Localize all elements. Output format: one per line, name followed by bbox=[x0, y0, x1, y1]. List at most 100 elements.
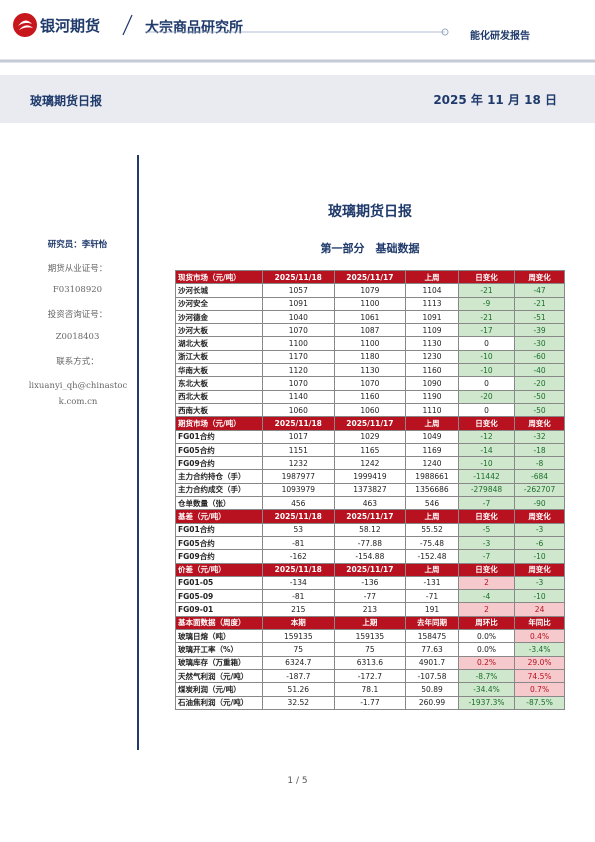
cell: -20 bbox=[514, 376, 565, 391]
cell: -154.88 bbox=[333, 549, 407, 564]
cell: 32.52 bbox=[262, 695, 335, 710]
cell: 1151 bbox=[262, 442, 335, 458]
cell: -87.5% bbox=[514, 695, 565, 710]
cell: 1090 bbox=[405, 376, 459, 391]
cell: 1242 bbox=[333, 456, 407, 471]
cell: -7 bbox=[457, 549, 516, 564]
header-row: 基本面数据（周度） 本期 上期 去年同期 周环比 年同比 bbox=[175, 615, 565, 631]
data-row: FG01-05 -134 -136 -131 2 -3 bbox=[175, 575, 565, 591]
cell: -8.7% bbox=[457, 668, 516, 684]
data-row: 天然气利润（元/吨） -187.7 -172.7 -107.58 -8.7% 74.5% bbox=[175, 668, 565, 684]
cell: 东北大板 bbox=[175, 376, 263, 391]
cell: 29.0% bbox=[514, 655, 565, 670]
cell: 0 bbox=[457, 336, 516, 351]
cell: -172.7 bbox=[333, 668, 407, 684]
cell: -81 bbox=[262, 589, 335, 604]
header-cell: 2025/11/18 bbox=[262, 416, 335, 431]
cell: -60 bbox=[514, 349, 565, 365]
cell: 260.99 bbox=[405, 695, 459, 710]
main-title: 玻璃期货日报 bbox=[328, 204, 412, 220]
cell: 74.5% bbox=[514, 668, 565, 684]
cell: 石油焦利润（元/吨） bbox=[175, 695, 263, 710]
advisory: Z0018403 bbox=[55, 332, 100, 342]
banner-title: 玻璃期货日报 bbox=[30, 94, 103, 108]
cell: 1230 bbox=[405, 349, 459, 365]
cell: 沙河安全 bbox=[175, 296, 263, 311]
data-row: FG05合约 -81 -77.88 -75.48 -3 -6 bbox=[175, 535, 565, 551]
cell: 1040 bbox=[262, 309, 335, 325]
cell: 1999419 bbox=[333, 469, 407, 484]
cell: -39 bbox=[514, 323, 565, 338]
cell: 1091 bbox=[262, 296, 335, 311]
cell: 1070 bbox=[333, 376, 407, 391]
cell: 沙河大板 bbox=[175, 323, 263, 338]
data-row: 沙河大板 1070 1087 1109 -17 -39 bbox=[175, 323, 565, 338]
cell: 西北大板 bbox=[175, 389, 263, 404]
header-cell: 2025/11/17 bbox=[333, 562, 407, 577]
cell: 1100 bbox=[262, 336, 335, 351]
data-table: 现货市场（元/吨） 2025/11/18 2025/11/17 上周 日变化 周变化 沙河长… bbox=[175, 269, 565, 710]
cell: FG01-05 bbox=[175, 575, 263, 591]
cell: -10 bbox=[457, 349, 516, 365]
cell: -8 bbox=[514, 456, 565, 471]
data-row: 浙江大板 1170 1180 1230 -10 -60 bbox=[175, 349, 565, 365]
cell: FG05-09 bbox=[175, 589, 263, 604]
cell: 华南大板 bbox=[175, 363, 263, 378]
data-row: FG05合约 1151 1165 1169 -14 -18 bbox=[175, 442, 565, 458]
cell: 1029 bbox=[333, 429, 407, 444]
header-cell: 2025/11/18 bbox=[262, 269, 335, 285]
cell: -71 bbox=[405, 589, 459, 604]
cell: 0.7% bbox=[514, 682, 565, 697]
cell: 159135 bbox=[333, 629, 407, 644]
cell: 0.0% bbox=[457, 629, 516, 644]
data-row: 玻璃日熔（吨） 159135 159135 158475 0.0% 0.4% bbox=[175, 629, 565, 644]
cell: 1060 bbox=[262, 402, 335, 418]
cell: -10 bbox=[457, 363, 516, 378]
cell: 24 bbox=[514, 602, 565, 617]
cell: FG01合约 bbox=[175, 429, 263, 444]
cell: -107.58 bbox=[405, 668, 459, 684]
cell: -1937.3% bbox=[457, 695, 516, 710]
cell: 0.4% bbox=[514, 629, 565, 644]
cell: -18 bbox=[514, 442, 565, 458]
cell: 1104 bbox=[405, 283, 459, 298]
data-row: FG05-09 -81 -77 -71 -4 -10 bbox=[175, 589, 565, 604]
cell: 西南大板 bbox=[175, 402, 263, 418]
cell: -11442 bbox=[457, 469, 516, 484]
cell: 1130 bbox=[405, 336, 459, 351]
cell: 天然气利润（元/吨） bbox=[175, 668, 263, 684]
cell: 6313.6 bbox=[333, 655, 407, 670]
cell: -51 bbox=[514, 309, 565, 325]
cell: 煤炭利润（元/吨） bbox=[175, 682, 263, 697]
cell: 湖北大板 bbox=[175, 336, 263, 351]
cell: -21 bbox=[457, 309, 516, 325]
data-row: 沙河德金 1040 1061 1091 -21 -51 bbox=[175, 309, 565, 325]
data-row: 煤炭利润（元/吨） 51.26 78.1 50.89 -34.4% 0.7% bbox=[175, 682, 565, 697]
cell: 1987977 bbox=[262, 469, 335, 484]
data-row: FG09-01 215 213 191 2 24 bbox=[175, 602, 565, 617]
cell: 1232 bbox=[262, 456, 335, 471]
data-row: 主力合约成交（手） 1093979 1373827 1356686 -279848 -26… bbox=[175, 482, 565, 498]
banner-date: 2025 年 11 月 18 日 bbox=[433, 93, 557, 107]
cell: 1017 bbox=[262, 429, 335, 444]
header-cell: 周变化 bbox=[514, 562, 565, 577]
header-row: 期货市场（元/吨） 2025/11/18 2025/11/17 上周 日变化 周变化 bbox=[175, 416, 565, 431]
cell: -1.77 bbox=[333, 695, 407, 710]
cell: 2 bbox=[457, 575, 516, 591]
header-cell: 日变化 bbox=[457, 562, 516, 577]
cell: 215 bbox=[262, 602, 335, 617]
data-row: 玻璃开工率（%） 75 75 77.63 0.0% -3.4% bbox=[175, 642, 565, 657]
data-row: FG01合约 1017 1029 1049 -12 -32 bbox=[175, 429, 565, 444]
cell: 1070 bbox=[262, 376, 335, 391]
cell: 1091 bbox=[405, 309, 459, 325]
cell: -279848 bbox=[457, 482, 516, 498]
cell: 191 bbox=[405, 602, 459, 617]
header-cell: 日变化 bbox=[457, 416, 516, 431]
cell: -32 bbox=[514, 429, 565, 444]
cell: 0 bbox=[457, 376, 516, 391]
data-row: 东北大板 1070 1070 1090 0 -20 bbox=[175, 376, 565, 391]
banner bbox=[0, 75, 595, 123]
header-cell: 周变化 bbox=[514, 509, 565, 524]
cell: -10 bbox=[514, 589, 565, 604]
cell: -81 bbox=[262, 535, 335, 551]
